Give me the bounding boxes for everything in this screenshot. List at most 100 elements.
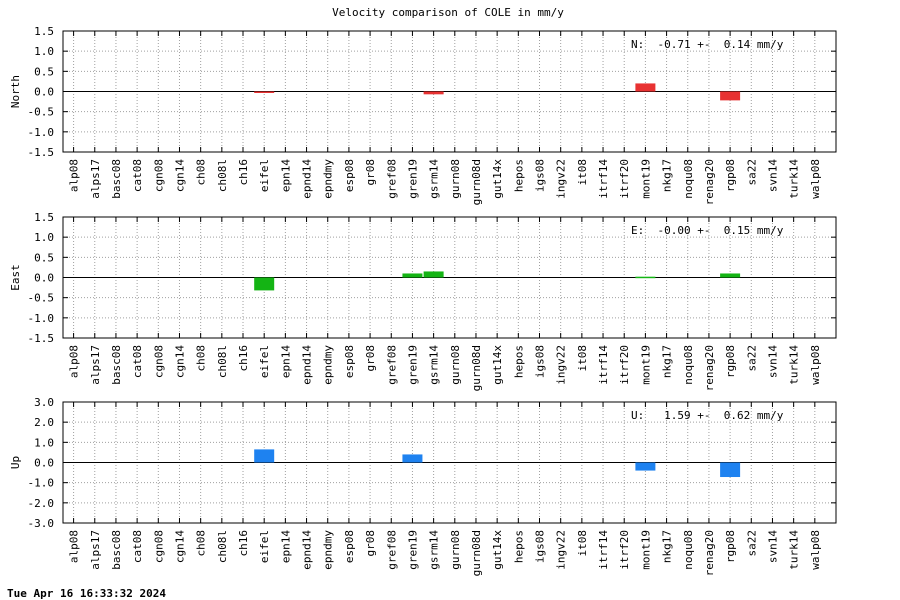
x-tick-label: gren19 bbox=[406, 530, 419, 570]
x-tick-label: gr08 bbox=[364, 345, 377, 372]
x-tick-label: gref08 bbox=[385, 159, 398, 199]
y-tick-label: 1.0 bbox=[34, 436, 54, 449]
x-tick-label: gsrm14 bbox=[428, 345, 441, 385]
plot-frame bbox=[62, 30, 837, 153]
x-tick-label: ch16 bbox=[237, 159, 250, 186]
y-tick-label: 3.0 bbox=[34, 396, 54, 409]
x-tick-label: rgp08 bbox=[724, 159, 737, 192]
x-tick-label: esp08 bbox=[343, 159, 356, 192]
x-tick-label: gut14x bbox=[491, 345, 504, 385]
y-axis-label: East bbox=[9, 264, 22, 291]
x-tick-label: cgn14 bbox=[173, 159, 186, 192]
x-tick-label: turk14 bbox=[788, 530, 801, 570]
x-tick-label: itrf20 bbox=[618, 159, 631, 199]
x-tick-label: gr08 bbox=[364, 530, 377, 557]
x-tick-label: cgn14 bbox=[173, 530, 186, 563]
x-tick-label: hepos bbox=[512, 345, 525, 378]
bar-east-mont19 bbox=[635, 276, 656, 279]
x-tick-label: alp08 bbox=[68, 530, 81, 563]
x-tick-label: esp08 bbox=[343, 345, 356, 378]
y-tick-label: 0.0 bbox=[34, 86, 54, 99]
x-tick-label: basc08 bbox=[110, 345, 123, 385]
y-tick-label: -1.0 bbox=[28, 477, 55, 490]
x-tick-label: cgn14 bbox=[173, 345, 186, 378]
bar-up-eifel bbox=[254, 449, 275, 463]
x-tick-label: ch08l bbox=[216, 345, 229, 378]
y-tick-label: 0.0 bbox=[34, 457, 54, 470]
x-tick-label: it08 bbox=[576, 345, 589, 372]
x-tick-label: walp08 bbox=[809, 345, 822, 385]
x-tick-label: turk14 bbox=[788, 159, 801, 199]
x-tick-label: cgn08 bbox=[152, 530, 165, 563]
x-tick-label: alps17 bbox=[89, 345, 102, 385]
x-tick-label: renag20 bbox=[703, 345, 716, 391]
bar-east-gren19 bbox=[402, 273, 423, 278]
x-tick-label: eifel bbox=[258, 159, 271, 192]
x-tick-label: epnd14 bbox=[301, 159, 314, 199]
x-tick-label: alps17 bbox=[89, 159, 102, 199]
x-tick-label: svn14 bbox=[766, 345, 779, 378]
x-tick-label: ingv22 bbox=[555, 159, 568, 199]
x-tick-label: ch16 bbox=[237, 530, 250, 557]
plot-frame bbox=[62, 401, 837, 524]
bar-north-gsrm14 bbox=[423, 91, 444, 95]
x-tick-label: eifel bbox=[258, 345, 271, 378]
y-tick-label: -1.0 bbox=[28, 126, 55, 139]
x-tick-label: ch08l bbox=[216, 530, 229, 563]
bar-up-rgp08 bbox=[720, 462, 741, 478]
x-tick-label: sa22 bbox=[745, 159, 758, 186]
bar-north-mont19 bbox=[635, 83, 656, 92]
x-tick-label: noqu08 bbox=[682, 530, 695, 570]
x-tick-label: epndmy bbox=[322, 159, 335, 199]
plot-frame bbox=[62, 216, 837, 339]
x-tick-label: mont19 bbox=[639, 345, 652, 385]
y-tick-label: 1.5 bbox=[34, 25, 54, 38]
x-tick-label: cgn08 bbox=[152, 159, 165, 192]
y-tick-label: 2.0 bbox=[34, 416, 54, 429]
velocity-chart: Velocity comparison of COLE in mm/y1.51.… bbox=[9, 6, 837, 576]
x-tick-label: gr08 bbox=[364, 159, 377, 186]
x-tick-label: epnd14 bbox=[301, 530, 314, 570]
panel-east: 1.5 1.0 0.5 0.0 -0.5 -1.0 -1.5 East E: -0.00 +- … bbox=[9, 211, 837, 391]
x-tick-label: nkg17 bbox=[661, 159, 674, 192]
x-tick-label: svn14 bbox=[766, 159, 779, 192]
summary-annotation: U: 1.59 +- 0.62 mm/y bbox=[631, 409, 784, 422]
bar-east-rgp08 bbox=[720, 273, 741, 278]
x-tick-label: epn14 bbox=[279, 345, 292, 378]
footer-timestamp: Tue Apr 16 16:33:32 2024 bbox=[7, 587, 166, 600]
x-tick-label: alp08 bbox=[68, 159, 81, 192]
x-tick-label: basc08 bbox=[110, 530, 123, 570]
x-tick-label: igs08 bbox=[534, 530, 547, 563]
x-tick-label: gref08 bbox=[385, 530, 398, 570]
x-tick-label: gurn08d bbox=[470, 530, 483, 576]
y-tick-label: -2.0 bbox=[28, 497, 55, 510]
x-tick-label: epndmy bbox=[322, 345, 335, 385]
y-axis-label: Up bbox=[9, 456, 22, 469]
x-tick-label: esp08 bbox=[343, 530, 356, 563]
x-tick-label: ingv22 bbox=[555, 345, 568, 385]
x-tick-label: gren19 bbox=[406, 159, 419, 199]
x-tick-label: cat08 bbox=[131, 159, 144, 192]
x-tick-label: hepos bbox=[512, 530, 525, 563]
y-tick-label: -0.5 bbox=[28, 292, 55, 305]
x-tick-label: eifel bbox=[258, 530, 271, 563]
x-tick-label: walp08 bbox=[809, 530, 822, 570]
y-axis-label: North bbox=[9, 75, 22, 108]
x-tick-label: it08 bbox=[576, 530, 589, 557]
y-tick-label: 1.5 bbox=[34, 211, 54, 224]
bar-east-eifel bbox=[254, 277, 275, 291]
x-tick-label: nkg17 bbox=[661, 530, 674, 563]
x-tick-label: rgp08 bbox=[724, 345, 737, 378]
bar-north-rgp08 bbox=[720, 91, 741, 101]
x-tick-label: basc08 bbox=[110, 159, 123, 199]
x-tick-label: it08 bbox=[576, 159, 589, 186]
summary-annotation: N: -0.71 +- 0.14 mm/y bbox=[631, 38, 784, 51]
x-tick-label: itrf14 bbox=[597, 345, 610, 385]
y-tick-label: 1.0 bbox=[34, 45, 54, 58]
x-tick-label: itrf20 bbox=[618, 530, 631, 570]
panel-up: 3.0 2.0 1.0 0.0 -1.0 -2.0 -3.0 Up U: 1.59 +- 0.6… bbox=[9, 396, 837, 576]
x-tick-label: epnd14 bbox=[301, 345, 314, 385]
x-tick-label: igs08 bbox=[534, 159, 547, 192]
x-tick-label: sa22 bbox=[745, 530, 758, 557]
x-tick-label: noqu08 bbox=[682, 345, 695, 385]
